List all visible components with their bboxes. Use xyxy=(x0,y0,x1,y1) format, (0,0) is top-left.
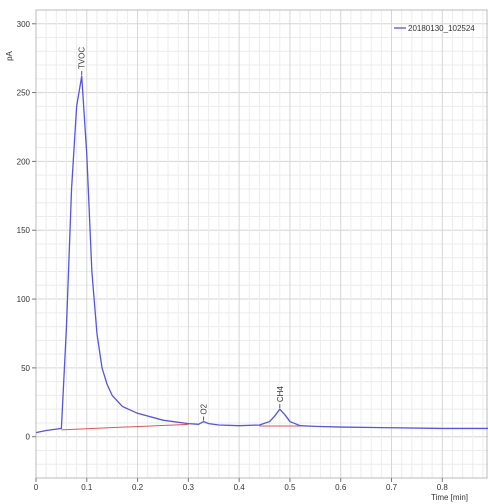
baseline-line xyxy=(61,423,189,431)
x-tick-label: 0.3 xyxy=(183,483,195,492)
x-tick-label: 0.6 xyxy=(335,483,347,492)
y-tick-label: 0 xyxy=(26,433,31,442)
peak-label: O2 xyxy=(200,403,209,414)
legend-label: 20180130_102524 xyxy=(408,24,475,33)
plot-frame xyxy=(35,9,488,479)
legend: 20180130_102524 xyxy=(394,24,475,33)
y-tick-label: 300 xyxy=(17,20,31,29)
x-axis-ticks: 0 0.1 0.2 0.3 0.4 0.5 0.6 0.7 0.8 xyxy=(34,478,449,492)
x-axis-label: Time [min] xyxy=(431,493,468,502)
series-lines xyxy=(35,75,488,434)
peak-label: CH4 xyxy=(276,386,285,403)
x-tick-label: 0.2 xyxy=(132,483,144,492)
y-tick-label: 100 xyxy=(17,295,31,304)
x-tick-label: 0 xyxy=(34,483,39,492)
x-tick-label: 0.7 xyxy=(386,483,398,492)
grid-lines xyxy=(35,9,488,479)
peak-labels: TVOC O2 CH4 xyxy=(78,47,285,421)
x-tick-label: 0.4 xyxy=(234,483,246,492)
peak-label: TVOC xyxy=(78,47,87,69)
y-tick-label: 50 xyxy=(21,364,30,373)
x-tick-label: 0.8 xyxy=(437,483,449,492)
y-axis-ticks: 0 50 100 150 200 250 300 xyxy=(17,20,36,442)
series-line xyxy=(35,75,488,434)
y-tick-label: 250 xyxy=(17,89,31,98)
baselines xyxy=(61,423,301,431)
y-axis-label: pA xyxy=(5,50,14,60)
y-tick-label: 200 xyxy=(17,157,31,166)
x-tick-label: 0.5 xyxy=(284,483,296,492)
x-tick-label: 0.1 xyxy=(81,483,93,492)
y-tick-label: 150 xyxy=(17,226,31,235)
